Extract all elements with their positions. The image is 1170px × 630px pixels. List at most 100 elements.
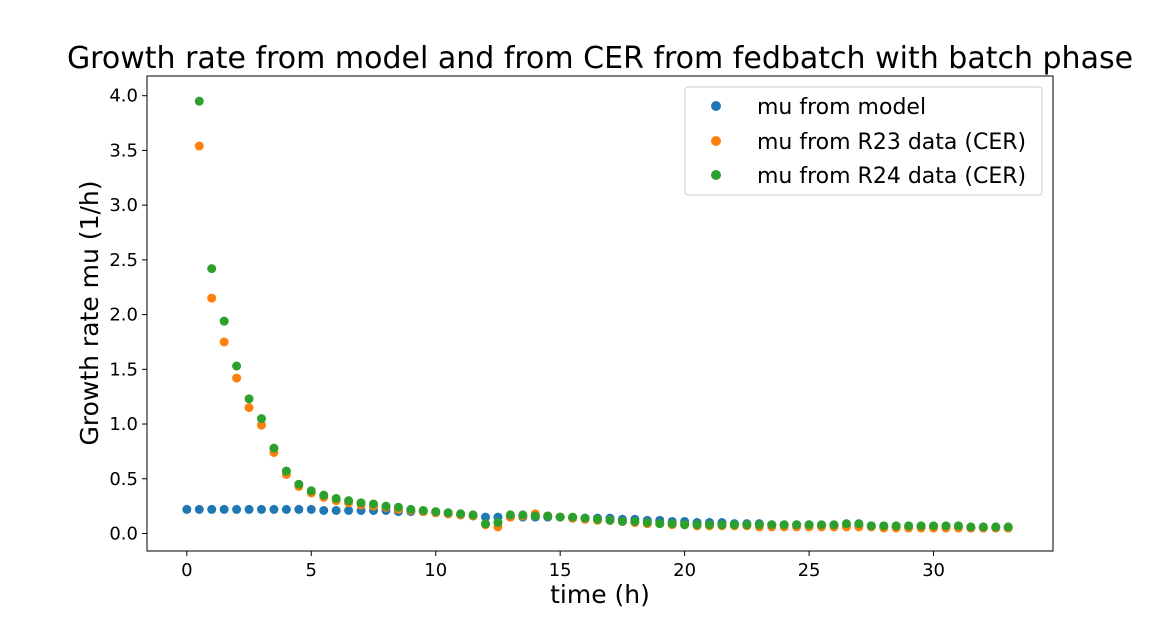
- data-point-r23: [207, 293, 217, 303]
- x-tick-label: 0: [181, 560, 192, 581]
- data-point-model: [194, 504, 204, 514]
- data-point-model: [294, 504, 304, 514]
- y-tick-label: 1.5: [109, 359, 138, 380]
- data-point-model: [182, 504, 192, 514]
- y-tick-label: 0.0: [109, 523, 138, 544]
- y-tick-label: 1.0: [109, 414, 138, 435]
- data-point-r24: [294, 479, 304, 489]
- data-point-r24: [219, 316, 229, 326]
- data-point-r24: [555, 512, 565, 522]
- data-point-r24: [866, 521, 876, 531]
- data-point-r24: [891, 521, 901, 531]
- data-point-model: [344, 506, 354, 516]
- data-point-r24: [518, 510, 528, 520]
- data-point-r24: [829, 520, 839, 530]
- data-point-r24: [667, 519, 677, 529]
- data-point-r24: [468, 510, 478, 520]
- legend-marker-r24: [711, 170, 721, 180]
- data-point-model: [244, 504, 254, 514]
- data-point-r24: [680, 520, 690, 530]
- data-point-r24: [393, 502, 403, 512]
- data-point-r24: [779, 520, 789, 530]
- x-tick-label: 30: [922, 560, 945, 581]
- data-point-r24: [331, 493, 341, 503]
- data-point-model: [331, 506, 341, 516]
- data-point-r24: [978, 522, 988, 532]
- y-tick-label: 2.5: [109, 250, 138, 271]
- y-axis-label: Growth rate mu (1/h): [75, 181, 104, 446]
- y-tick-label: 0.5: [109, 469, 138, 490]
- y-axis: 0.0 0.5 1.0 1.5 2.0 2.5 3.0 3.5 4.0: [109, 86, 147, 544]
- data-point-r23: [232, 373, 242, 383]
- data-point-r24: [431, 507, 441, 517]
- data-point-r24: [505, 510, 515, 520]
- data-point-r24: [194, 96, 204, 106]
- data-point-r24: [692, 520, 702, 530]
- data-point-model: [269, 504, 279, 514]
- data-point-r24: [617, 516, 627, 526]
- data-point-r24: [717, 520, 727, 530]
- data-point-model: [319, 506, 329, 516]
- y-tick-label: 3.5: [109, 140, 138, 161]
- legend: mu from model mu from R23 data (CER) mu …: [684, 86, 1043, 196]
- data-point-model: [232, 504, 242, 514]
- x-tick-label: 20: [673, 560, 696, 581]
- data-point-r24: [916, 521, 926, 531]
- data-point-r24: [256, 414, 266, 424]
- data-point-r24: [319, 490, 329, 500]
- data-point-r24: [269, 443, 279, 453]
- data-point-r24: [418, 506, 428, 516]
- plot-frame: [146, 75, 1054, 552]
- data-point-r24: [655, 519, 665, 529]
- x-tick-label: 10: [424, 560, 447, 581]
- data-point-r24: [754, 520, 764, 530]
- x-tick-label: 15: [549, 560, 572, 581]
- data-point-r24: [580, 513, 590, 523]
- legend-label-model: mu from model: [757, 95, 926, 120]
- data-point-r23: [244, 403, 254, 413]
- x-tick-label: 5: [306, 560, 317, 581]
- data-point-r24: [605, 515, 615, 525]
- data-point-r24: [406, 504, 416, 514]
- y-tick-label: 2.0: [109, 305, 138, 326]
- data-point-r24: [742, 520, 752, 530]
- data-point-r24: [729, 520, 739, 530]
- data-point-r24: [281, 466, 291, 476]
- data-point-r24: [456, 509, 466, 519]
- chart-title: Growth rate from model and from CER from…: [67, 41, 1133, 76]
- x-axis: 0 5 10 15 20 25 30: [181, 551, 945, 581]
- data-point-r24: [879, 521, 889, 531]
- data-point-r24: [568, 512, 578, 522]
- series-r24: [194, 96, 1013, 532]
- data-point-r24: [904, 521, 914, 531]
- data-point-r24: [841, 519, 851, 529]
- data-point-r24: [991, 522, 1001, 532]
- legend-label-r23: mu from R23 data (CER): [757, 130, 1026, 155]
- data-point-model: [306, 504, 316, 514]
- data-point-model: [256, 504, 266, 514]
- data-point-r24: [630, 516, 640, 526]
- data-point-r24: [443, 508, 453, 518]
- data-point-r24: [369, 499, 378, 509]
- data-point-r24: [593, 514, 603, 524]
- legend-marker-model: [711, 101, 721, 111]
- data-point-model: [481, 512, 491, 522]
- data-point-r24: [493, 518, 503, 528]
- data-point-r24: [792, 520, 802, 530]
- x-tick-label: 25: [798, 560, 821, 581]
- data-point-r24: [767, 520, 777, 530]
- plot-area: [182, 96, 1013, 533]
- data-point-r23: [194, 141, 204, 151]
- data-point-r24: [306, 486, 316, 496]
- data-point-r24: [344, 496, 354, 506]
- data-point-r24: [854, 519, 864, 529]
- legend-marker-r23: [711, 136, 721, 146]
- data-point-r24: [244, 394, 254, 404]
- data-point-r24: [356, 498, 366, 508]
- data-point-r24: [381, 501, 391, 511]
- data-point-r24: [530, 511, 540, 521]
- y-tick-label: 4.0: [109, 86, 138, 107]
- data-point-r24: [966, 522, 976, 532]
- y-tick-label: 3.0: [109, 195, 138, 216]
